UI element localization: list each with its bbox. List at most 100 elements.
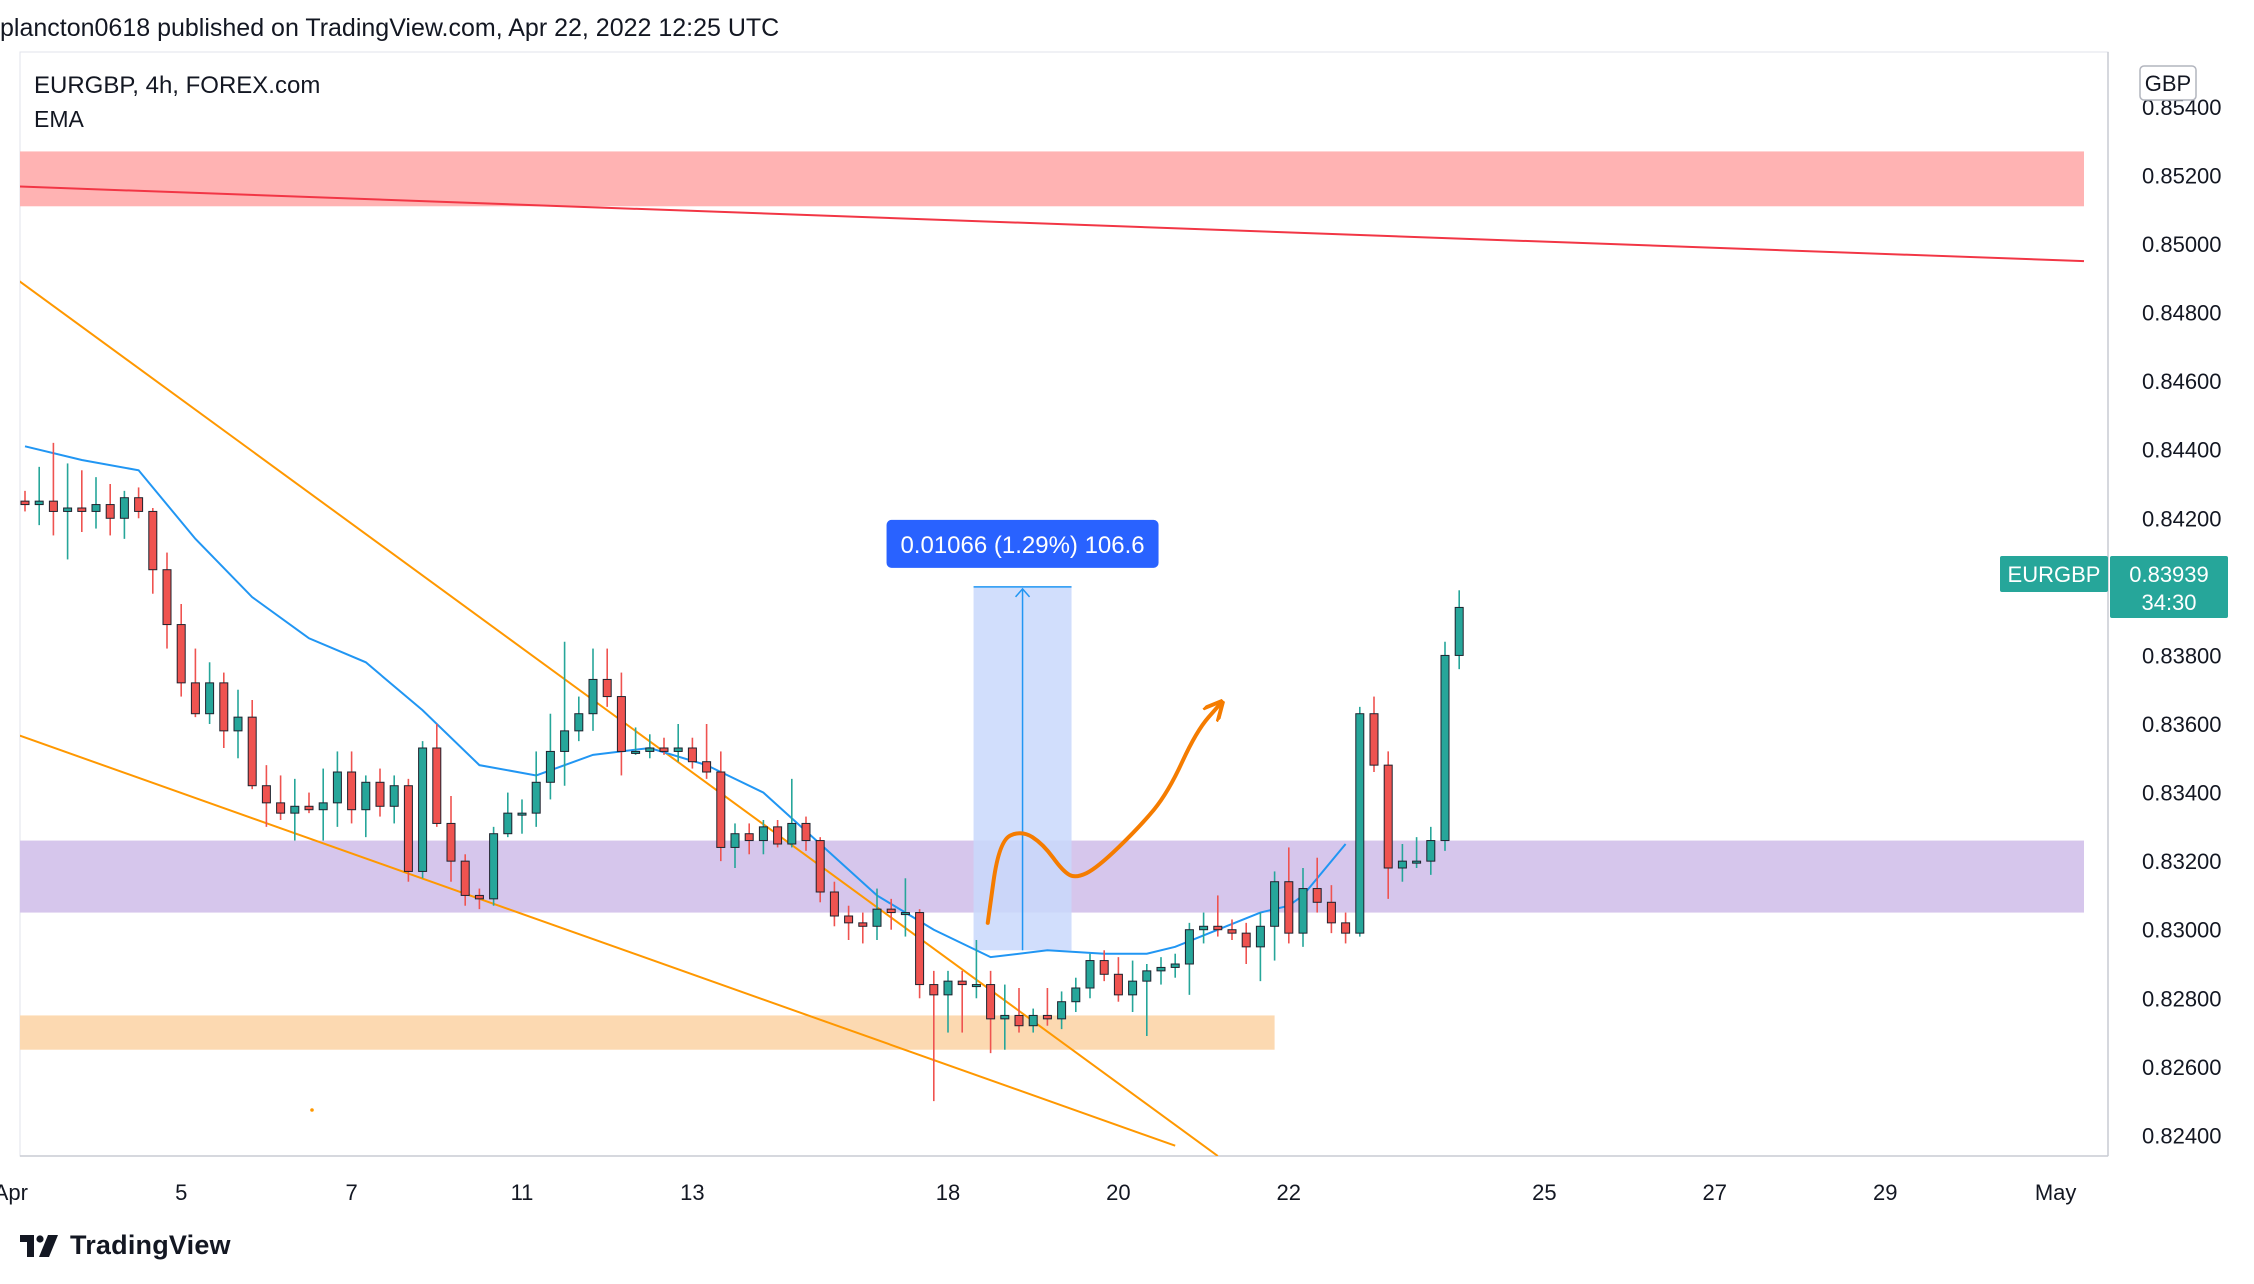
candle[interactable] [247, 700, 257, 790]
candle[interactable] [943, 970, 953, 1033]
candle[interactable] [1440, 641, 1450, 851]
candle[interactable] [148, 508, 158, 594]
candle[interactable] [773, 820, 783, 848]
candle[interactable] [474, 888, 484, 910]
resistance-zone[interactable] [20, 151, 2084, 207]
candle[interactable] [1042, 988, 1052, 1026]
candle[interactable] [205, 662, 215, 724]
candle[interactable] [1341, 912, 1351, 944]
candle[interactable] [347, 751, 357, 824]
candle[interactable] [119, 490, 129, 539]
candle[interactable] [929, 970, 939, 1102]
candle[interactable] [645, 734, 655, 759]
candle[interactable] [886, 898, 896, 930]
candle[interactable] [844, 905, 854, 940]
candle[interactable] [176, 604, 186, 697]
candle[interactable] [1028, 1008, 1038, 1033]
candle[interactable] [489, 826, 499, 906]
candle[interactable] [673, 724, 683, 762]
candle[interactable] [190, 648, 200, 718]
candle[interactable] [361, 775, 371, 838]
candle[interactable] [1071, 977, 1081, 1012]
candle[interactable] [261, 765, 271, 827]
candle[interactable] [162, 552, 172, 649]
candle[interactable] [986, 970, 996, 1054]
candle[interactable] [1014, 988, 1024, 1033]
candle[interactable] [20, 490, 30, 512]
candle[interactable] [1383, 751, 1393, 899]
projection-arrow[interactable] [985, 703, 1221, 925]
candle[interactable] [1270, 871, 1280, 961]
candle[interactable] [815, 837, 825, 903]
candle[interactable] [1426, 826, 1436, 875]
candle[interactable] [389, 775, 399, 824]
candle[interactable] [332, 751, 342, 827]
candle[interactable] [560, 641, 570, 786]
candle[interactable] [545, 713, 555, 800]
candle[interactable] [744, 823, 754, 855]
candle[interactable] [531, 751, 541, 827]
candle[interactable] [77, 470, 87, 532]
candle[interactable] [616, 672, 626, 776]
candle[interactable] [1057, 991, 1067, 1030]
candle[interactable] [1184, 922, 1194, 995]
candle[interactable] [1298, 868, 1308, 947]
candle[interactable] [1099, 950, 1109, 982]
candle[interactable] [659, 737, 669, 755]
candle[interactable] [1284, 847, 1294, 944]
candle[interactable] [290, 778, 300, 841]
candle[interactable] [801, 816, 811, 851]
candle[interactable] [858, 912, 868, 944]
candle[interactable] [48, 442, 58, 536]
candle[interactable] [702, 724, 712, 779]
candle[interactable] [574, 696, 584, 742]
candle[interactable] [503, 792, 513, 838]
candle[interactable] [631, 727, 641, 755]
candle[interactable] [1227, 919, 1237, 940]
candle[interactable] [1128, 960, 1138, 1012]
candle[interactable] [1085, 953, 1095, 999]
candle[interactable] [900, 878, 910, 937]
upper-trendline[interactable] [0, 265, 1219, 1156]
candle[interactable] [1241, 922, 1251, 964]
candle[interactable] [588, 648, 598, 731]
candle[interactable] [233, 689, 243, 759]
candle[interactable] [1369, 696, 1379, 772]
candle[interactable] [1397, 844, 1407, 882]
candle[interactable] [105, 484, 115, 536]
currency-badge[interactable]: GBP [2139, 65, 2197, 101]
candle[interactable] [403, 778, 413, 882]
candle[interactable] [304, 792, 314, 814]
lower-trendline[interactable] [0, 727, 1176, 1147]
candle[interactable] [1454, 590, 1464, 670]
candle[interactable] [375, 768, 385, 817]
candle[interactable] [460, 854, 470, 906]
candle[interactable] [34, 466, 44, 526]
candle[interactable] [1255, 912, 1265, 982]
candle[interactable] [1113, 957, 1123, 1002]
candle[interactable] [758, 820, 768, 855]
candle[interactable] [1000, 984, 1010, 1050]
candle[interactable] [318, 768, 328, 841]
candle[interactable] [1170, 953, 1180, 978]
candle[interactable] [1213, 895, 1223, 937]
candle[interactable] [1326, 885, 1336, 934]
resistance-line[interactable] [0, 185, 2085, 263]
candle[interactable] [446, 796, 456, 882]
candle[interactable] [432, 724, 442, 827]
candle[interactable] [1355, 706, 1365, 937]
candle[interactable] [517, 799, 527, 834]
candle[interactable] [716, 751, 726, 862]
demand-zone[interactable] [20, 1015, 1275, 1050]
candle[interactable] [1142, 964, 1152, 1036]
candle[interactable] [1312, 857, 1322, 913]
candle[interactable] [1199, 912, 1209, 944]
candle[interactable] [91, 477, 101, 529]
candle[interactable] [872, 888, 882, 940]
candle[interactable] [134, 487, 144, 519]
candle[interactable] [787, 778, 797, 848]
candle[interactable] [1156, 957, 1166, 985]
candle[interactable] [730, 823, 740, 868]
candle[interactable] [687, 737, 697, 769]
